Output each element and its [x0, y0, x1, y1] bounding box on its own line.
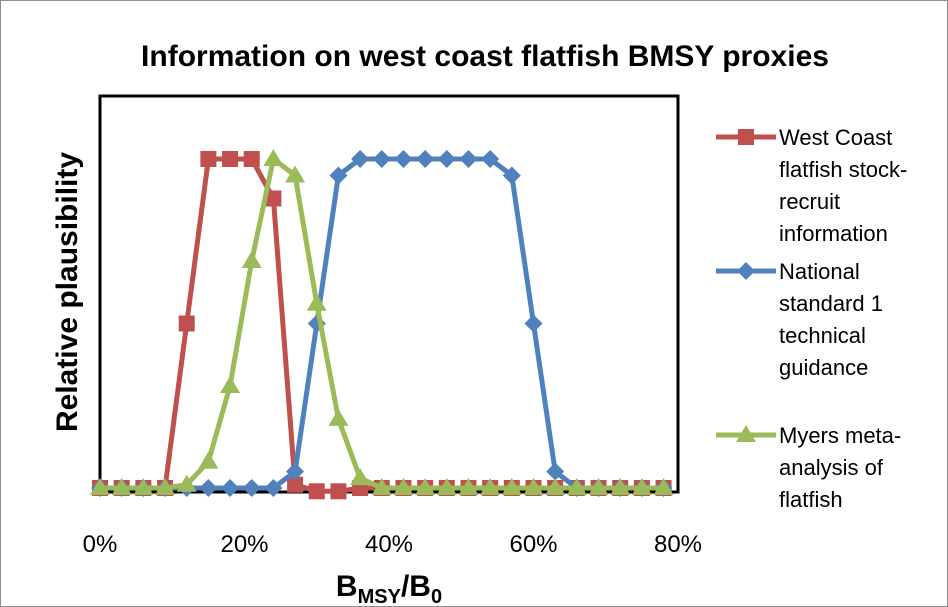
legend-label: West Coast — [779, 125, 892, 150]
data-point — [738, 129, 754, 145]
data-point — [241, 250, 262, 268]
data-point — [371, 478, 392, 495]
data-point — [545, 478, 566, 495]
data-point — [242, 479, 261, 497]
data-point — [329, 166, 348, 185]
y-axis-label: Relative plausibility — [51, 152, 84, 432]
data-point — [546, 462, 565, 481]
x-tick-label: 60% — [509, 531, 557, 558]
data-point — [437, 150, 456, 168]
data-point — [308, 483, 325, 500]
x-tick-label: 20% — [220, 531, 268, 558]
data-point — [736, 425, 756, 442]
data-point — [222, 151, 239, 167]
legend-label: guidance — [779, 355, 868, 380]
legend-label: standard 1 — [779, 291, 883, 316]
x-axis-ticks: 0% 20% 40% 60% 80% — [83, 531, 702, 558]
data-point — [436, 478, 457, 495]
data-point — [263, 149, 284, 166]
data-point — [285, 165, 306, 183]
data-point — [286, 462, 305, 481]
data-point — [243, 151, 260, 167]
data-point — [176, 474, 197, 492]
data-point — [155, 478, 176, 495]
series-layer — [90, 149, 674, 500]
legend-label: flatfish stock- — [779, 157, 907, 182]
data-point — [287, 476, 304, 493]
data-point — [737, 262, 755, 280]
chart-title: Information on west coast flatfish BMSY … — [141, 40, 829, 73]
data-point — [111, 478, 132, 495]
legend-label: recruit — [779, 189, 840, 214]
x-axis-label: BMSY/B0 — [336, 570, 442, 607]
legend-item: National standard 1 technical guidance — [716, 259, 883, 380]
data-point — [394, 150, 413, 168]
data-point — [328, 408, 349, 426]
data-point — [610, 478, 631, 495]
data-point — [459, 150, 478, 168]
data-point — [199, 479, 218, 497]
data-point — [523, 478, 544, 495]
data-point — [653, 478, 674, 495]
data-point — [90, 478, 110, 495]
data-point — [416, 150, 435, 168]
legend-label: analysis of — [779, 455, 884, 480]
data-point — [502, 166, 521, 185]
data-point — [264, 479, 283, 497]
x-tick-label: 80% — [654, 531, 702, 558]
plot-area — [98, 94, 680, 494]
data-point — [481, 150, 500, 168]
data-point — [330, 483, 347, 500]
x-tick-label: 40% — [365, 531, 413, 558]
data-point — [393, 478, 414, 495]
data-point — [200, 151, 217, 167]
data-point — [588, 478, 609, 495]
data-point — [566, 478, 587, 495]
data-point — [351, 150, 370, 168]
legend-label: Myers meta- — [779, 423, 901, 448]
legend-item: Myers meta-analysis of flatfish — [716, 423, 901, 512]
data-point — [372, 150, 391, 168]
legend: West Coast flatfish stock-recruit informat… — [716, 125, 907, 512]
data-point — [178, 315, 195, 332]
data-point — [133, 478, 154, 495]
series-group — [90, 149, 674, 495]
data-point — [524, 314, 543, 333]
data-point — [480, 478, 501, 495]
data-point — [350, 468, 371, 486]
data-point — [198, 451, 219, 469]
data-point — [306, 293, 327, 311]
data-point — [220, 376, 241, 394]
data-point — [501, 478, 522, 495]
legend-label: flatfish — [779, 487, 843, 512]
data-point — [631, 478, 652, 495]
data-point — [221, 479, 240, 497]
data-point — [415, 478, 436, 495]
legend-label: technical — [779, 323, 866, 348]
data-point — [458, 478, 479, 495]
legend-label: National — [779, 259, 860, 284]
legend-label: information — [779, 221, 888, 246]
x-tick-label: 0% — [83, 531, 118, 558]
data-point — [265, 190, 282, 207]
legend-item: West Coast flatfish stock-recruit informat… — [716, 125, 907, 246]
